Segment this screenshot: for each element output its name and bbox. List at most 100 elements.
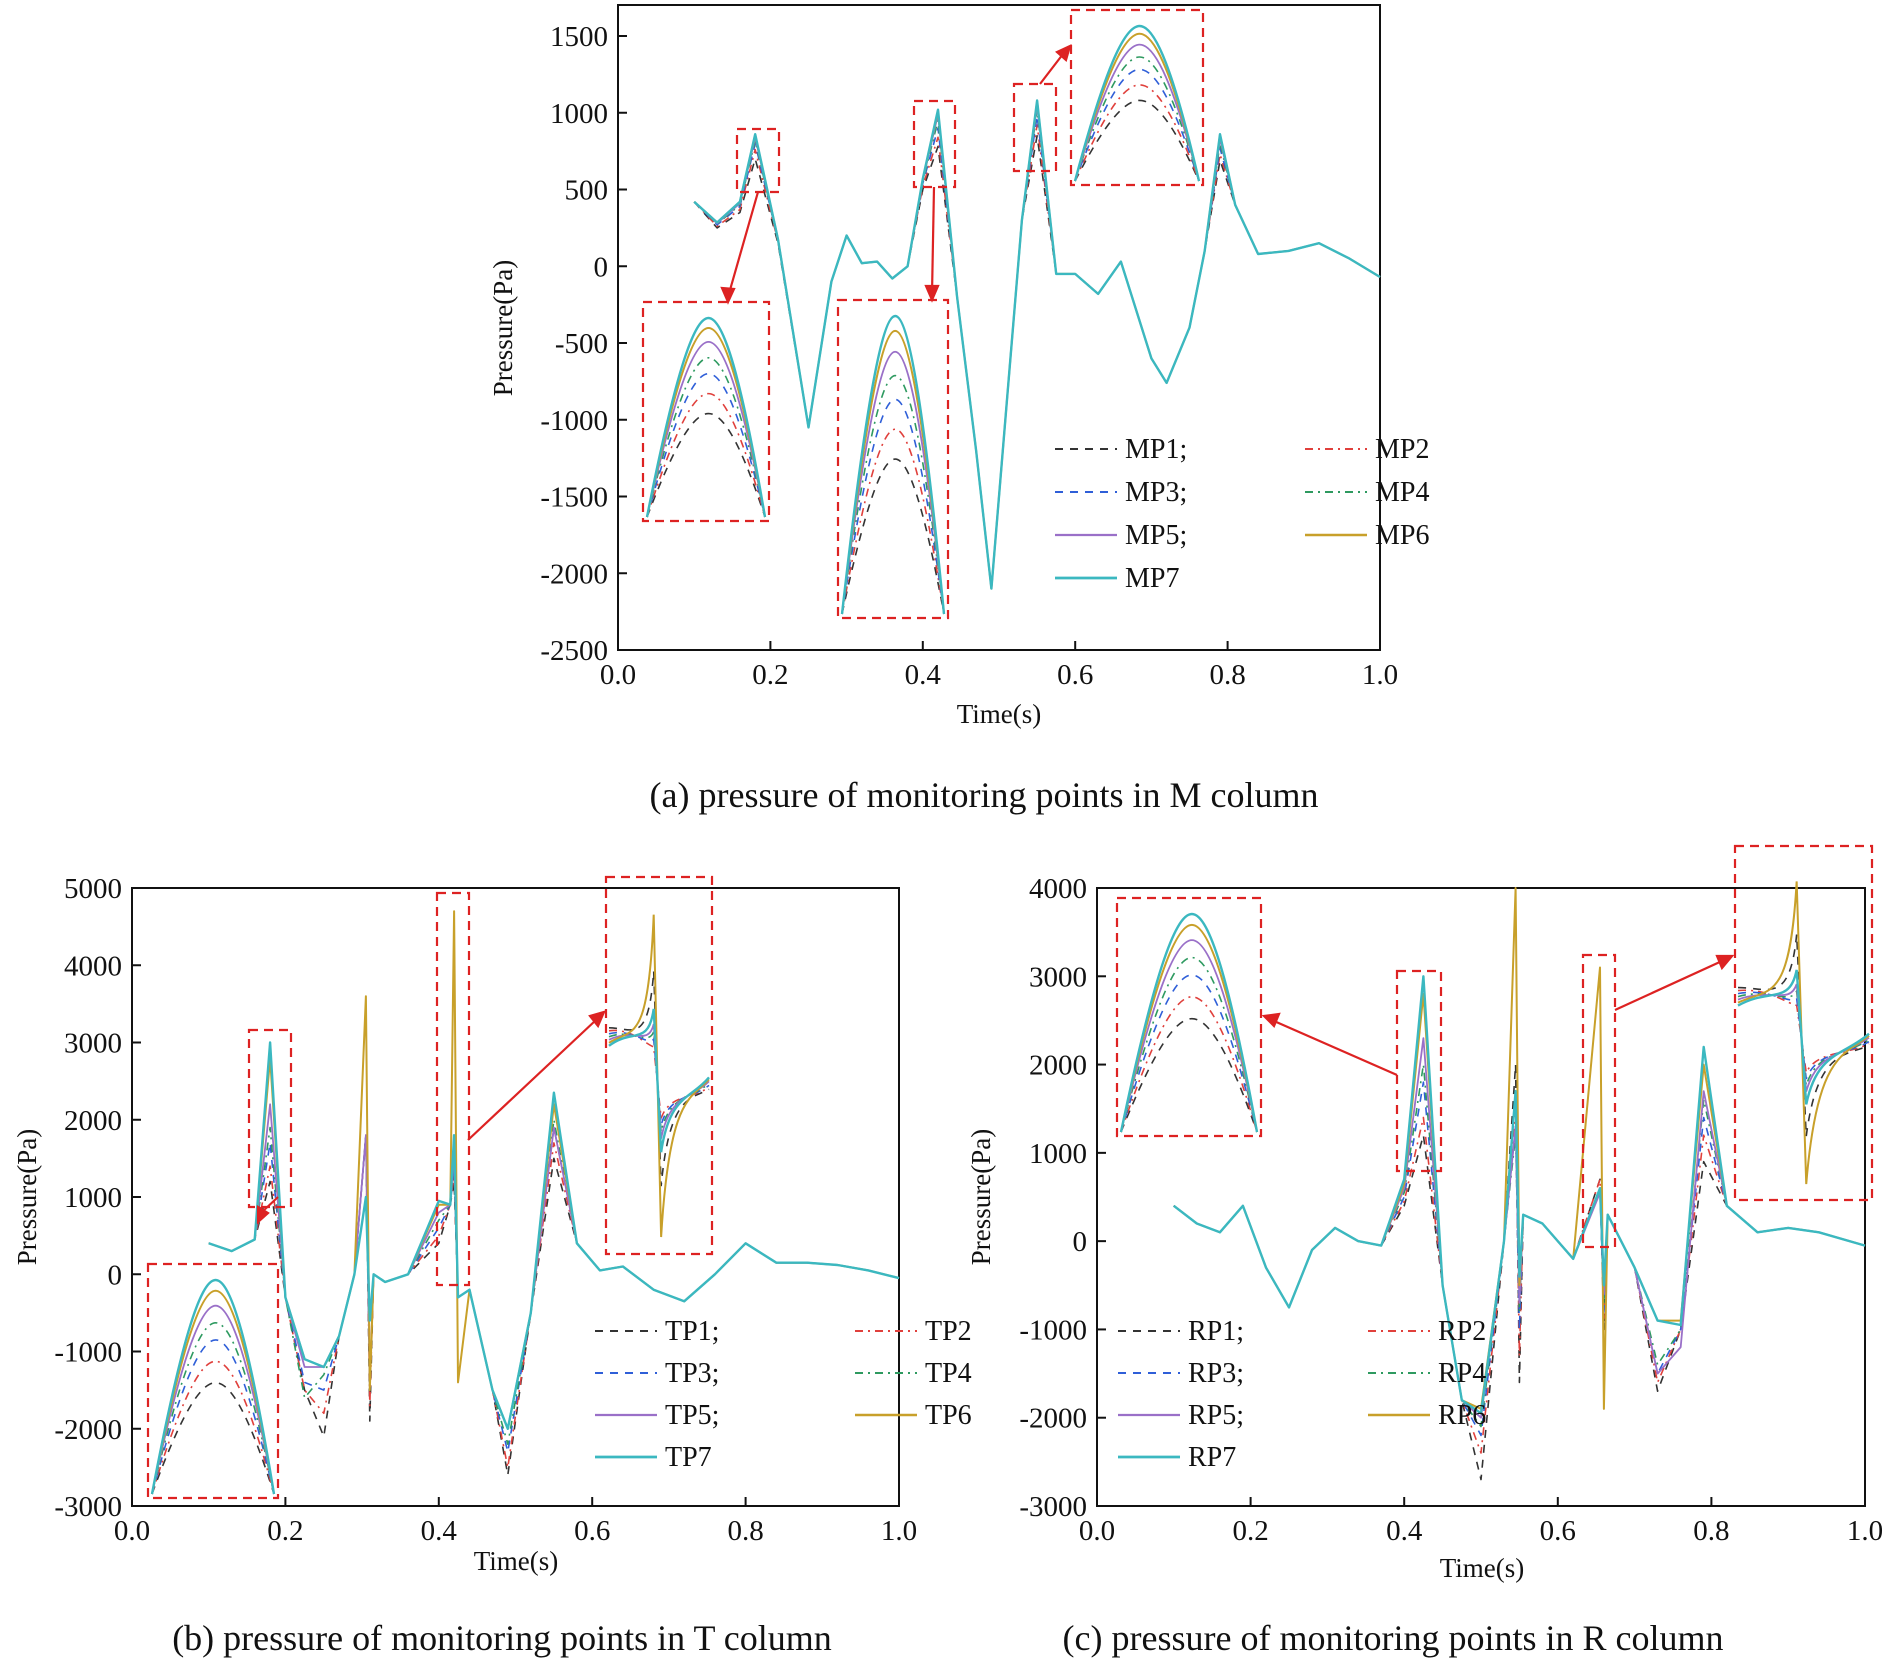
- panel-a-caption: (a) pressure of monitoring points in M c…: [650, 775, 1319, 815]
- x-tick-label: 0.8: [1209, 659, 1245, 691]
- panel-b-x-axis-label: Time(s): [474, 1546, 559, 1576]
- x-tick-label: 0.2: [1232, 1515, 1268, 1547]
- panel-b-plot-area: [208, 910, 900, 1476]
- y-tick-label: 2000: [1029, 1050, 1087, 1082]
- series-line-mp5: [693, 104, 1381, 590]
- y-tick-label: 4000: [1029, 873, 1087, 905]
- panel-c-x-axis-label: Time(s): [1440, 1553, 1525, 1583]
- series-line-tp7: [208, 1041, 900, 1431]
- legend-label: RP2: [1438, 1316, 1486, 1347]
- inset-curve-tp1: [151, 1381, 275, 1495]
- panel-b-legend: TP1; TP2 TP3; TP4 TP5; TP6 TP7: [595, 1316, 972, 1473]
- zoom-arrow-b-1: [261, 1196, 279, 1213]
- zoom-arrowhead-b-1: [256, 1205, 270, 1225]
- y-tick-label: 2000: [64, 1105, 122, 1137]
- inset-curve-mp1: [841, 458, 945, 615]
- series-line-mp4: [693, 108, 1381, 590]
- inset-curve-mp3: [1074, 68, 1200, 182]
- x-tick-label: 1.0: [881, 1515, 917, 1547]
- inset-curve-mp5: [646, 340, 766, 518]
- legend-label: MP2: [1375, 434, 1429, 465]
- zoom-arrowhead-2: [924, 284, 940, 303]
- legend-label: TP1;: [665, 1316, 719, 1347]
- inset-curve-rp3: [1120, 974, 1258, 1133]
- panel-c-plot-area: [1173, 887, 1866, 1481]
- zoom-arrow-c-1: [1273, 1019, 1398, 1077]
- legend-label: RP5;: [1188, 1400, 1244, 1431]
- panel-c-caption: (c) pressure of monitoring points in R c…: [1063, 1618, 1724, 1658]
- zoom-box-peak-2: [912, 99, 957, 189]
- y-tick-label: 5000: [64, 873, 122, 905]
- inset-curve-tp4: [151, 1321, 275, 1495]
- panel-c-legend: RP1; RP2 RP3; RP4 RP5; RP6 RP7: [1118, 1316, 1486, 1473]
- series-line-tp1: [208, 1134, 900, 1476]
- zoom-arrow-c-2: [1614, 959, 1723, 1012]
- panel-b-chart: 0.0 0.2 0.4 0.6 0.8 1.0 -3000 -2000 -1000 0 1000 20…: [12, 873, 972, 1658]
- inset-curve-rp4: [1120, 956, 1258, 1133]
- x-tick-label: 0.0: [114, 1515, 150, 1547]
- inset-curve-mp2: [646, 392, 766, 518]
- inset-curve-mp4: [841, 374, 945, 615]
- inset-curve-tp6: [608, 914, 710, 1238]
- y-tick-label: 0: [1073, 1226, 1088, 1258]
- panel-c-zoom-insets: [1119, 881, 1870, 1185]
- legend-label: RP3;: [1188, 1358, 1244, 1389]
- series-line-tp4: [208, 1119, 900, 1445]
- zoom-inset-frame-c-1: [1115, 896, 1263, 1138]
- legend-label: MP1;: [1125, 434, 1187, 465]
- panel-a-chart: 0.0 0.2 0.4 0.6 0.8 1.0 -2500 -2000 -1500 -1000 -5…: [488, 4, 1429, 815]
- series-line-mp7: [693, 99, 1381, 590]
- x-tick-label: 0.8: [727, 1515, 763, 1547]
- x-tick-label: 0.8: [1693, 1515, 1729, 1547]
- panel-c-zoom-boxes: [1115, 844, 1874, 1249]
- inset-curve-tp7: [608, 1008, 710, 1153]
- y-tick-label: 1000: [550, 98, 608, 130]
- zoom-arrow-2: [930, 186, 936, 295]
- y-tick-label: -3000: [54, 1491, 122, 1523]
- panel-a-zoom-insets: [645, 24, 1201, 615]
- y-tick-label: -2500: [540, 635, 608, 667]
- inset-curve-tp2: [151, 1360, 275, 1495]
- zoom-arrowhead-3: [1055, 43, 1072, 62]
- zoom-inset-frame-2: [836, 298, 950, 620]
- zoom-arrowhead-1: [720, 286, 736, 305]
- zoom-inset-frame-3: [1069, 8, 1205, 187]
- legend-label: MP7: [1125, 563, 1179, 594]
- legend-label: MP6: [1375, 520, 1429, 551]
- legend-label: RP6: [1438, 1400, 1486, 1431]
- inset-curve-rp5: [1120, 939, 1258, 1133]
- inset-curve-mp5: [1074, 43, 1200, 182]
- y-tick-label: -1500: [540, 482, 608, 514]
- zoom-box-b-1: [247, 1028, 293, 1209]
- zoom-inset-frame-b-1: [146, 1262, 280, 1500]
- panel-c-y-axis-label: Pressure(Pa): [966, 1129, 996, 1265]
- legend-label: TP3;: [665, 1358, 719, 1389]
- panel-b-y-axis-label: Pressure(Pa): [12, 1129, 42, 1265]
- x-tick-label: 0.6: [574, 1515, 610, 1547]
- x-tick-label: 0.6: [1057, 659, 1093, 691]
- y-tick-label: 4000: [64, 950, 122, 982]
- inset-curve-mp1: [1074, 99, 1200, 182]
- y-tick-label: 1000: [64, 1182, 122, 1214]
- inset-curve-rp6: [1120, 923, 1258, 1133]
- zoom-arrow-b-2: [467, 1019, 597, 1141]
- inset-curve-mp7: [645, 316, 767, 518]
- zoom-arrowhead-c-2: [1715, 954, 1735, 971]
- series-line-rp1: [1173, 1063, 1866, 1481]
- y-tick-label: 3000: [64, 1028, 122, 1060]
- x-tick-label: 1.0: [1847, 1515, 1883, 1547]
- zoom-arrow-1: [726, 191, 760, 298]
- legend-label: TP2: [925, 1316, 972, 1347]
- panel-a-y-axis-label: Pressure(Pa): [488, 260, 518, 396]
- y-tick-label: -3000: [1019, 1491, 1087, 1523]
- y-tick-label: -2000: [54, 1414, 122, 1446]
- panel-a-legend: MP1; MP2 MP3; MP4 MP5; MP6 MP7: [1055, 434, 1429, 594]
- x-tick-label: 0.0: [1079, 1515, 1115, 1547]
- y-tick-label: 0: [108, 1259, 123, 1291]
- legend-label: TP5;: [665, 1400, 719, 1431]
- inset-curve-tp3: [151, 1339, 275, 1495]
- zoom-box-c-1: [1395, 969, 1443, 1173]
- legend-label: RP4: [1438, 1358, 1486, 1389]
- panel-b-caption: (b) pressure of monitoring points in T c…: [172, 1618, 832, 1658]
